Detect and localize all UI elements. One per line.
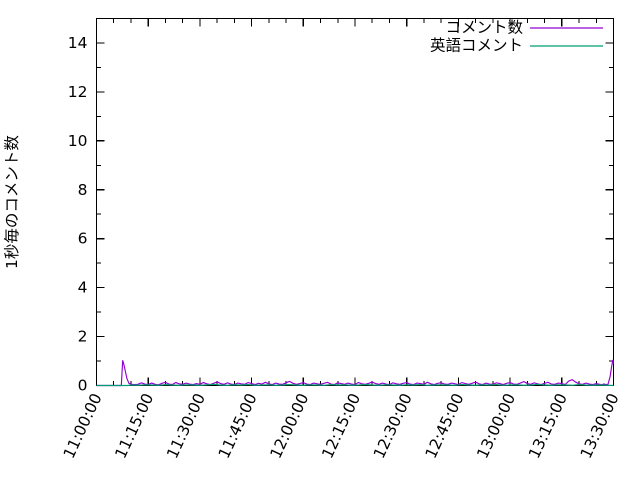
- plot-frame: [95, 17, 615, 387]
- y-axis-ticks: 0 2 4 6 8 10 12 14: [68, 18, 614, 395]
- y-axis-title: 1秒毎のコメント数: [3, 135, 21, 269]
- x-tick-label: 11:30:00: [163, 391, 209, 462]
- y-tick-label: 12: [68, 83, 88, 101]
- y-tick-label: 4: [78, 279, 88, 297]
- y-tick-label: 0: [78, 377, 88, 395]
- y-tick-label: 2: [78, 328, 88, 346]
- x-tick-label: 11:45:00: [215, 391, 261, 462]
- plot-border: [95, 17, 615, 387]
- legend-label-2: 英語コメント: [430, 37, 523, 55]
- x-tick-label: 12:15:00: [318, 391, 364, 462]
- series-line-2: [96, 383, 614, 387]
- x-tick-label: 13:00:00: [473, 391, 519, 462]
- y-tick-label: 14: [68, 34, 88, 52]
- x-tick-label: 13:15:00: [525, 391, 571, 462]
- y-tick-label: 6: [78, 230, 88, 248]
- x-tick-label: 12:30:00: [370, 391, 416, 462]
- x-tick-label: 13:30:00: [577, 391, 623, 462]
- x-tick-label: 12:00:00: [267, 391, 313, 462]
- legend-label-1: コメント数: [445, 19, 523, 37]
- y-tick-label: 10: [68, 132, 88, 150]
- y-tick-label: 8: [78, 181, 88, 199]
- x-tick-label: 12:45:00: [422, 391, 468, 462]
- y-axis-label-group: 1秒毎のコメント数: [3, 135, 21, 269]
- x-tick-label: 11:00:00: [60, 391, 106, 462]
- x-tick-label: 11:15:00: [112, 391, 158, 462]
- x-axis-ticks: 11:00:00 11:15:00 11:30:00 11:45:00 12:00:00…: [60, 18, 623, 462]
- series-group: [96, 359, 615, 387]
